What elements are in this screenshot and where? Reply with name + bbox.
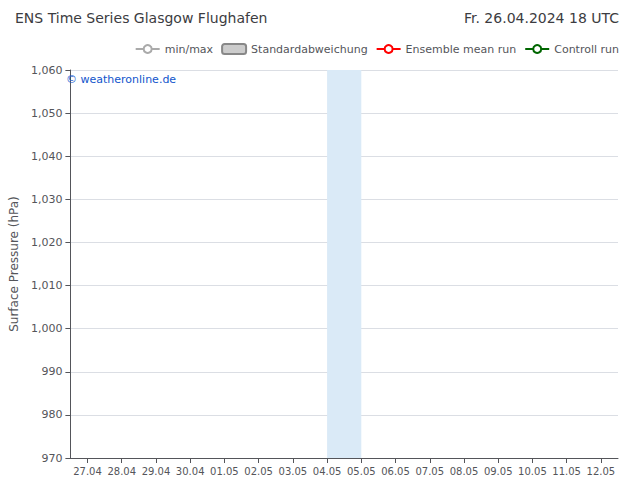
svg-text:05.05: 05.05 [347, 466, 376, 477]
svg-text:990: 990 [41, 365, 62, 378]
svg-text:08.05: 08.05 [450, 466, 479, 477]
svg-text:1,030: 1,030 [31, 193, 63, 206]
svg-text:970: 970 [41, 452, 62, 465]
svg-text:10.05: 10.05 [518, 466, 547, 477]
svg-text:1,060: 1,060 [31, 64, 63, 77]
svg-text:© weatheronline.de: © weatheronline.de [66, 73, 176, 86]
svg-text:04.05: 04.05 [313, 466, 342, 477]
svg-text:30.04: 30.04 [176, 466, 205, 477]
svg-text:12.05: 12.05 [587, 466, 616, 477]
svg-text:Fr. 26.04.2024 18 UTC: Fr. 26.04.2024 18 UTC [464, 10, 619, 26]
svg-text:Controll run: Controll run [554, 43, 619, 56]
svg-text:1,050: 1,050 [31, 107, 63, 120]
svg-text:03.05: 03.05 [279, 466, 308, 477]
svg-text:Surface Pressure (hPa): Surface Pressure (hPa) [7, 196, 21, 332]
svg-text:28.04: 28.04 [107, 466, 136, 477]
svg-text:29.04: 29.04 [142, 466, 171, 477]
svg-text:02.05: 02.05 [244, 466, 273, 477]
svg-text:1,000: 1,000 [31, 322, 63, 335]
svg-text:01.05: 01.05 [210, 466, 239, 477]
svg-text:06.05: 06.05 [381, 466, 410, 477]
svg-text:980: 980 [41, 408, 62, 421]
svg-text:Ensemble mean run: Ensemble mean run [406, 43, 517, 56]
svg-text:1,020: 1,020 [31, 236, 63, 249]
svg-text:11.05: 11.05 [552, 466, 581, 477]
svg-text:27.04: 27.04 [73, 466, 102, 477]
svg-text:ENS Time Series Glasgow Flugha: ENS Time Series Glasgow Flughafen [15, 10, 267, 26]
svg-text:09.05: 09.05 [484, 466, 513, 477]
svg-text:1,040: 1,040 [31, 150, 63, 163]
svg-text:1,010: 1,010 [31, 279, 63, 292]
svg-text:Standardabweichung: Standardabweichung [251, 43, 368, 56]
svg-text:07.05: 07.05 [415, 466, 444, 477]
svg-text:min/max: min/max [165, 43, 214, 56]
